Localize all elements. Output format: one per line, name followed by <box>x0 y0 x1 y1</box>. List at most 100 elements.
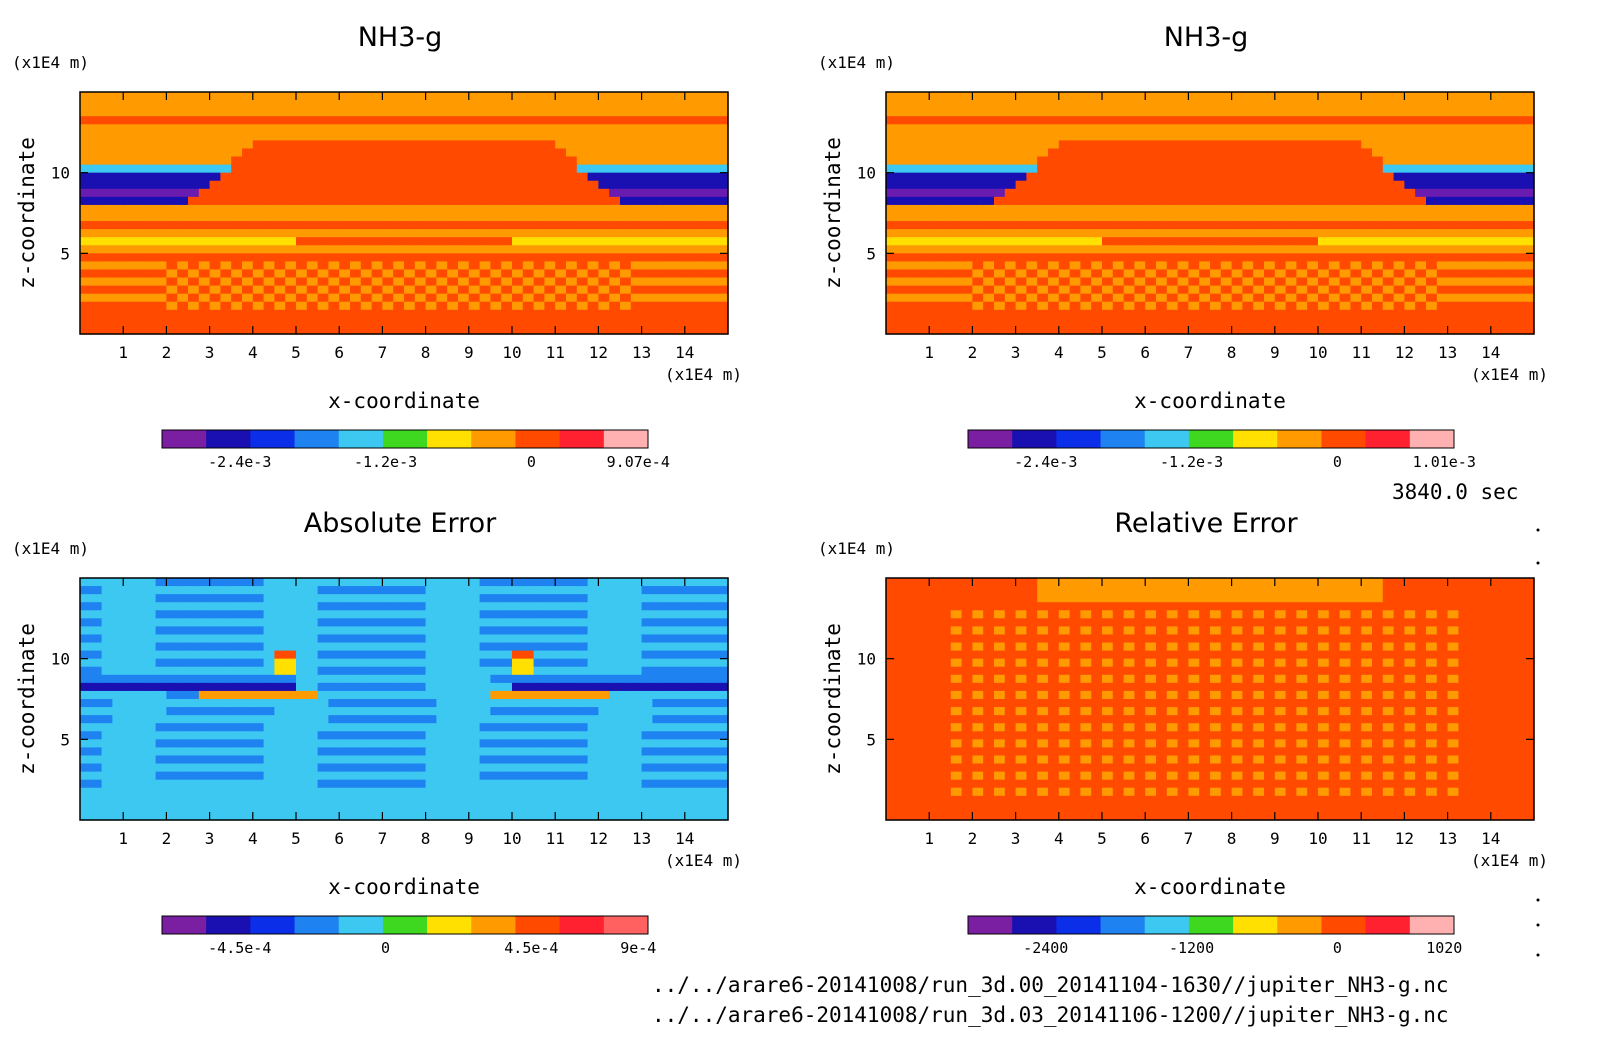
heatmap-cell <box>1382 309 1395 319</box>
heatmap-cell <box>371 317 383 327</box>
heatmap-cell <box>1307 325 1319 335</box>
heatmap-cell <box>512 309 524 319</box>
heatmap-cell <box>1058 317 1071 327</box>
heatmap-cell <box>1091 164 1103 174</box>
heatmap-cell <box>1458 245 1470 254</box>
heatmap-cell <box>382 309 394 319</box>
heatmap-cell <box>134 164 146 174</box>
heatmap-cell <box>620 148 632 158</box>
heatmap-cell <box>1490 132 1503 141</box>
heatmap-cell <box>220 803 232 813</box>
heatmap-cell <box>1048 196 1060 206</box>
heatmap-cell <box>177 261 189 271</box>
heatmap-cell <box>566 237 578 246</box>
heatmap-cell <box>306 237 319 246</box>
heatmap-cell <box>1264 132 1276 141</box>
heatmap-cell <box>101 204 113 214</box>
heatmap-cell <box>285 779 297 789</box>
heatmap-cell <box>1372 108 1384 117</box>
heatmap-cell <box>371 594 383 603</box>
heatmap-cell <box>263 204 275 214</box>
heatmap-cell <box>263 124 275 133</box>
heatmap-cell <box>512 642 524 652</box>
heatmap-cell <box>350 626 362 636</box>
heatmap-cell <box>533 148 545 158</box>
heatmap-cell <box>134 172 146 182</box>
heatmap-cell <box>663 237 675 246</box>
heatmap-cell <box>1469 92 1481 101</box>
heatmap-cell <box>393 213 405 222</box>
heatmap-cell <box>263 650 275 660</box>
heatmap-cell <box>447 92 459 101</box>
heatmap-cell <box>242 253 254 262</box>
heatmap-cell <box>929 196 941 206</box>
heatmap-cell <box>1210 132 1222 141</box>
heatmap-cell <box>522 269 535 279</box>
heatmap-cell <box>1264 229 1276 238</box>
heatmap-cell <box>1166 293 1179 303</box>
heatmap-cell <box>328 602 340 611</box>
heatmap-cell <box>296 188 308 198</box>
heatmap-cell <box>533 325 545 335</box>
heatmap-cell <box>177 293 189 303</box>
heatmap-cell <box>512 253 524 262</box>
heatmap-cell <box>1199 309 1211 319</box>
heatmap-cell <box>371 731 383 740</box>
heatmap-cell <box>1480 100 1492 109</box>
heatmap-cell <box>274 803 286 813</box>
heatmap-cell <box>1069 140 1081 150</box>
heatmap-cell <box>1242 148 1254 158</box>
heatmap-cell <box>339 787 351 797</box>
heatmap-cell <box>425 301 437 311</box>
heatmap-cell <box>1512 277 1524 287</box>
heatmap-cell <box>695 180 707 190</box>
heatmap-cell <box>90 771 103 781</box>
heatmap-cell <box>1382 132 1395 141</box>
heatmap-cell <box>886 148 898 158</box>
heatmap-cell <box>576 293 589 303</box>
heatmap-cell <box>940 317 952 327</box>
heatmap-cell <box>209 787 221 797</box>
heatmap-cell <box>1177 269 1189 279</box>
heatmap-cell <box>317 618 329 627</box>
heatmap-cell <box>198 196 211 206</box>
heatmap-cell <box>328 594 340 603</box>
heatmap-cell <box>252 116 265 125</box>
heatmap-cell <box>220 325 232 335</box>
heatmap-cell <box>285 787 297 797</box>
heatmap-cell <box>382 642 394 652</box>
heatmap-cell <box>512 674 524 684</box>
heatmap-cell <box>166 213 178 222</box>
heatmap-cell <box>896 116 909 125</box>
heatmap-cell <box>317 795 329 805</box>
heatmap-cell <box>566 301 578 311</box>
heatmap-cell <box>1145 309 1157 319</box>
heatmap-cell <box>458 594 470 603</box>
heatmap-cell <box>1015 285 1027 295</box>
heatmap-cell <box>1490 293 1503 303</box>
heatmap-cell <box>458 229 470 238</box>
heatmap-cell <box>404 196 416 206</box>
heatmap-cell <box>1210 261 1222 271</box>
heatmap-cell <box>177 763 189 773</box>
heatmap-cell <box>609 164 621 174</box>
heatmap-cell <box>328 642 340 652</box>
heatmap-cell <box>522 674 535 684</box>
heatmap-cell <box>328 221 340 230</box>
heatmap-cell <box>1015 213 1027 222</box>
heatmap-cell <box>144 682 157 692</box>
heatmap-cell <box>641 309 653 319</box>
heatmap-cell <box>512 116 524 125</box>
heatmap-cell <box>994 188 1006 198</box>
heatmap-cell <box>112 317 124 327</box>
heatmap-cell <box>1242 309 1254 319</box>
heatmap-cell <box>1156 148 1168 158</box>
heatmap-cell <box>263 285 275 295</box>
heatmap-cell <box>1166 325 1179 335</box>
heatmap-cell <box>929 237 941 246</box>
heatmap-cell <box>501 196 513 206</box>
heatmap-cell <box>166 795 178 805</box>
heatmap-cell <box>1134 261 1146 271</box>
heatmap-cell <box>1058 325 1071 335</box>
heatmap-cell <box>1296 100 1308 109</box>
